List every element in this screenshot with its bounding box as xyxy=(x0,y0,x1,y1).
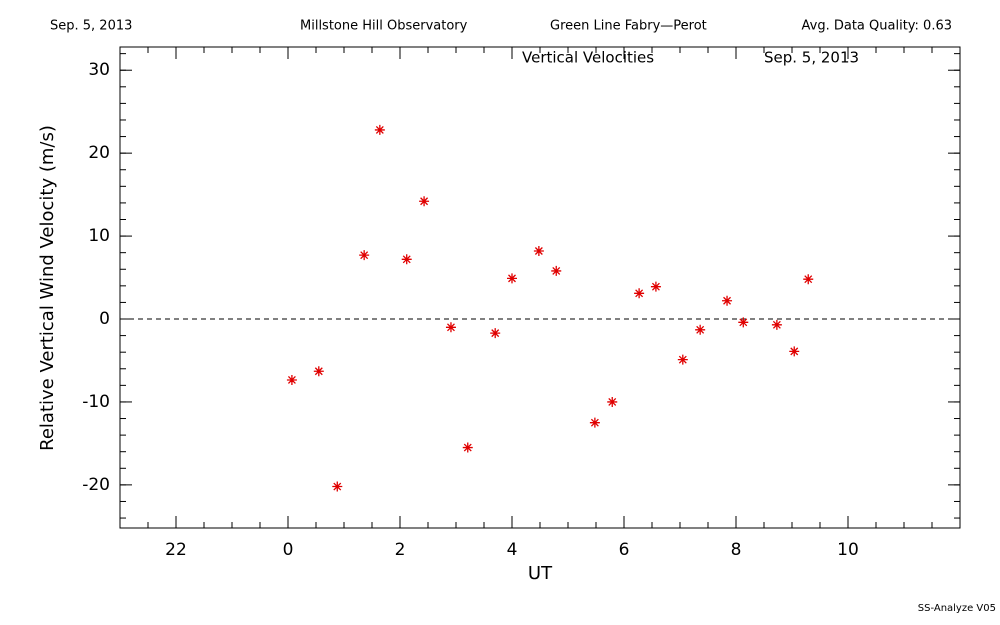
y-tick-label: -10 xyxy=(82,392,110,412)
header-observatory: Millstone Hill Observatory xyxy=(300,19,468,34)
x-tick-label: 10 xyxy=(837,540,859,560)
point xyxy=(803,274,814,285)
point xyxy=(722,295,733,306)
y-tick-label: -20 xyxy=(82,475,110,495)
header-quality: Avg. Data Quality: 0.63 xyxy=(802,19,952,34)
point xyxy=(677,354,688,365)
footer: SS-Analyze V05 xyxy=(918,603,996,614)
point xyxy=(507,273,517,284)
point xyxy=(374,124,385,135)
point xyxy=(286,374,297,385)
point xyxy=(533,246,544,257)
point xyxy=(445,322,456,333)
header-date: Sep. 5, 2013 xyxy=(50,19,132,34)
chart-subtitle: Sep. 5, 2013 xyxy=(764,49,859,67)
x-tick-label: 22 xyxy=(165,540,187,560)
x-axis-label: UT xyxy=(528,563,553,584)
x-tick-label: 2 xyxy=(395,540,406,560)
y-axis-label: Relative Vertical Wind Velocity (m/s) xyxy=(37,125,58,451)
point xyxy=(738,317,749,328)
point xyxy=(789,346,800,357)
y-tick-label: 10 xyxy=(88,226,110,246)
point xyxy=(462,442,473,453)
point xyxy=(359,250,370,261)
point xyxy=(607,396,618,407)
x-tick-label: 6 xyxy=(619,540,630,560)
point xyxy=(332,481,343,492)
point xyxy=(313,366,324,377)
x-tick-label: 0 xyxy=(283,540,294,560)
x-tick-label: 8 xyxy=(731,540,742,560)
point xyxy=(419,196,430,207)
chart-title: Vertical Velocities xyxy=(522,49,654,67)
point xyxy=(650,281,661,292)
point xyxy=(589,417,600,428)
point xyxy=(401,254,412,265)
y-tick-label: 0 xyxy=(99,309,110,329)
point xyxy=(634,288,645,299)
y-tick-label: 30 xyxy=(88,60,110,80)
point xyxy=(695,324,706,335)
point xyxy=(551,265,562,276)
point xyxy=(771,319,782,330)
x-tick-label: 4 xyxy=(507,540,518,560)
y-tick-label: 20 xyxy=(88,143,110,163)
point xyxy=(490,328,501,339)
header-instrument: Green Line Fabry—Perot xyxy=(550,19,707,34)
